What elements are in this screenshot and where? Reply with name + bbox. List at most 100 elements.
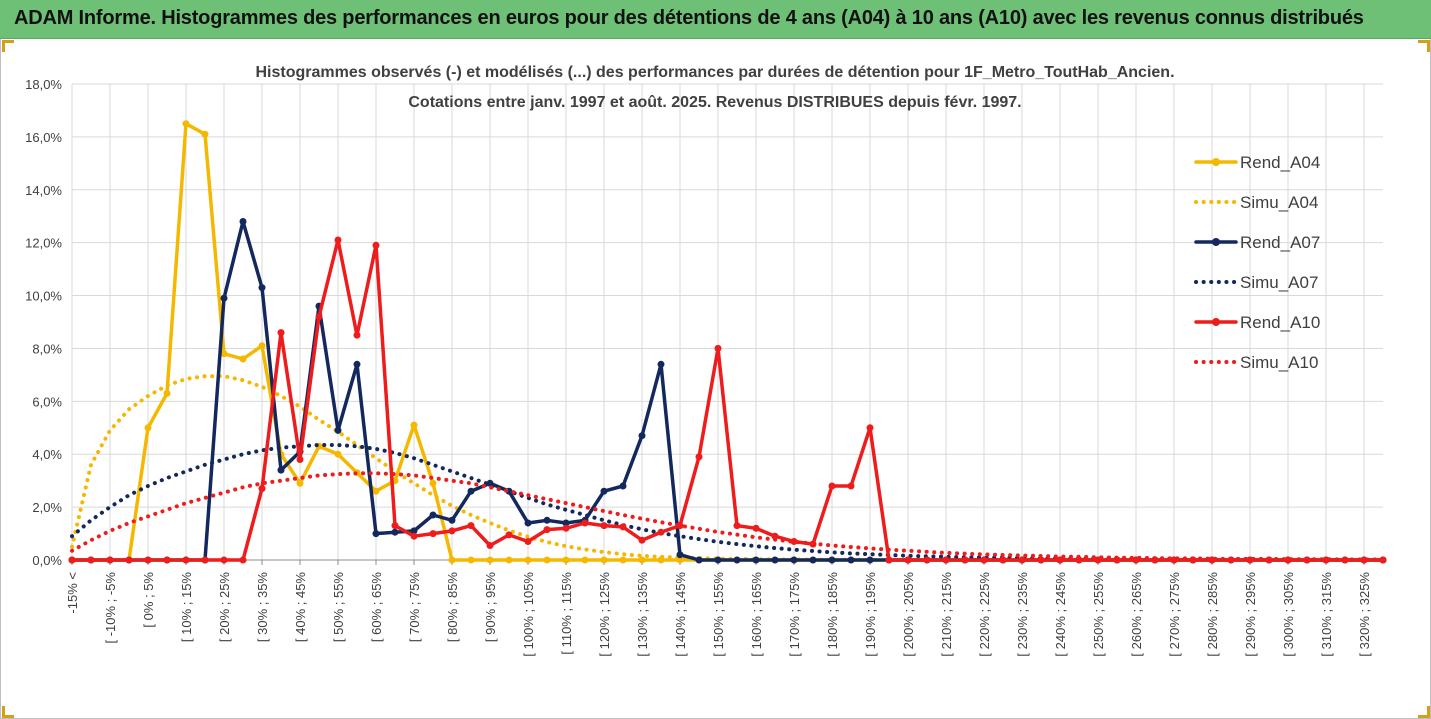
selection-corner-top-right [1418,40,1430,52]
x-tick-label: [ 20% ; 25% [217,572,232,643]
data-point-rend-a07 [334,426,342,434]
x-tick-label: [ 220% ; 225% [977,572,992,657]
x-tick-label: [ 310% ; 315% [1319,572,1334,657]
data-point-rend-a07 [429,511,437,519]
data-point-rend-a10 [923,556,931,564]
title-banner: ADAM Informe. Histogrammes des performan… [0,0,1431,39]
x-tick-label: [ 70% ; 75% [407,572,422,643]
data-point-rend-a07 [809,556,817,564]
data-point-rend-a10 [980,556,988,564]
data-point-rend-a04 [144,424,152,432]
selection-corner-top-left [2,40,14,52]
legend-label-simu-a10: Simu_A10 [1240,353,1318,372]
data-point-rend-a10 [486,542,494,549]
data-point-rend-a04 [239,355,247,363]
banner-title: ADAM Informe. Histogrammes des performan… [14,7,1364,29]
chart-title-line-2: Cotations entre janv. 1997 et août. 2025… [408,94,1021,111]
data-point-rend-a10 [239,556,247,564]
data-point-rend-a10 [220,556,228,564]
data-point-rend-a07 [448,516,456,524]
data-point-rend-a10 [999,556,1007,564]
data-point-rend-a10 [733,522,741,530]
data-point-rend-a10 [448,527,456,535]
data-point-rend-a07 [638,432,646,440]
data-point-rend-a07 [391,528,399,536]
data-point-rend-a10 [315,313,323,321]
x-tick-label: [ 120% ; 125% [597,572,612,657]
data-point-rend-a10 [600,522,608,530]
x-tick-label: [ 240% ; 245% [1053,572,1068,657]
x-tick-label: [ 270% ; 275% [1167,572,1182,657]
data-point-rend-a10 [353,331,361,339]
legend-label-simu-a04: Simu_A04 [1240,193,1318,212]
data-point-rend-a07 [676,551,684,559]
legend-label-rend-a07: Rend_A07 [1240,233,1320,252]
data-point-rend-a04 [505,556,513,564]
data-point-rend-a10 [714,344,722,352]
series-line-simu-a10 [70,471,1385,562]
data-point-rend-a07 [619,482,627,490]
data-point-rend-a04 [524,556,532,564]
legend-label-rend-a10: Rend_A10 [1240,313,1320,332]
data-point-rend-a10 [87,556,95,564]
x-tick-label: [ 140% ; 145% [673,572,688,657]
y-tick-label: 10,0% [25,289,62,304]
legend-marker-rend-a07 [1212,238,1220,246]
data-point-rend-a10 [581,519,589,527]
x-tick-label: [ 10% ; 15% [179,572,194,643]
data-point-rend-a10 [904,556,912,564]
x-tick-label: [ 60% ; 65% [369,572,384,643]
data-point-rend-a10 [562,524,570,532]
data-point-rend-a04 [220,350,228,358]
y-tick-label: 6,0% [32,394,62,409]
data-point-rend-a10 [885,556,893,564]
data-point-rend-a07 [733,556,741,564]
x-tick-label: [ 260% ; 265% [1129,572,1144,657]
legend-marker-rend-a04 [1212,158,1220,166]
data-point-rend-a10 [828,482,836,490]
data-point-rend-a07 [467,487,475,495]
x-tick-label: [ 100% ; 105% [521,572,536,657]
x-tick-label: -15% < [65,572,80,614]
data-point-rend-a04 [448,556,456,564]
y-tick-label: 8,0% [32,341,62,356]
chart-title-line-1: Histogrammes observés (-) et modélisés (… [255,64,1174,81]
x-tick-label: [ 290% ; 295% [1243,572,1258,657]
x-tick-label: [ 50% ; 55% [331,572,346,643]
data-point-rend-a07 [714,556,722,564]
y-tick-label: 2,0% [32,500,62,515]
data-point-rend-a04 [201,130,209,138]
data-point-rend-a10 [638,536,646,544]
data-point-rend-a10 [372,241,380,249]
data-point-rend-a10 [524,538,532,545]
data-point-rend-a10 [752,524,760,532]
data-point-rend-a07 [239,218,247,225]
data-point-rend-a10 [68,556,76,564]
x-tick-label: [ 320% ; 325% [1357,572,1372,657]
y-tick-label: 16,0% [25,130,62,145]
data-point-rend-a07 [353,360,361,368]
data-point-rend-a10 [182,556,190,564]
x-tick-label: [ 180% ; 185% [825,572,840,657]
data-point-rend-a10 [505,531,513,539]
data-point-rend-a04 [581,556,589,564]
legend: Rend_A04 Simu_A04 Rend_A07 Simu_A07 Rend_A10… [1194,153,1320,372]
data-point-rend-a07 [543,516,551,524]
data-point-rend-a10 [277,329,285,337]
data-point-rend-a10 [771,532,779,540]
data-point-rend-a10 [334,236,342,244]
series-lines [68,120,1387,564]
data-point-rend-a10 [125,556,133,564]
data-point-rend-a10 [847,482,855,490]
x-tick-label: [ 110% ; 115% [559,572,574,655]
data-point-rend-a10 [106,556,114,564]
x-tick-label: [ 210% ; 215% [939,572,954,657]
x-tick-label: [ 300% ; 305% [1281,572,1296,657]
data-point-rend-a10 [296,456,304,463]
data-point-rend-a10 [144,556,152,564]
data-point-rend-a04 [600,556,608,564]
data-point-rend-a10 [657,528,665,536]
selection-corner-bottom-right [1418,706,1430,718]
x-tick-label: [ 0% ; 5% [141,572,156,628]
